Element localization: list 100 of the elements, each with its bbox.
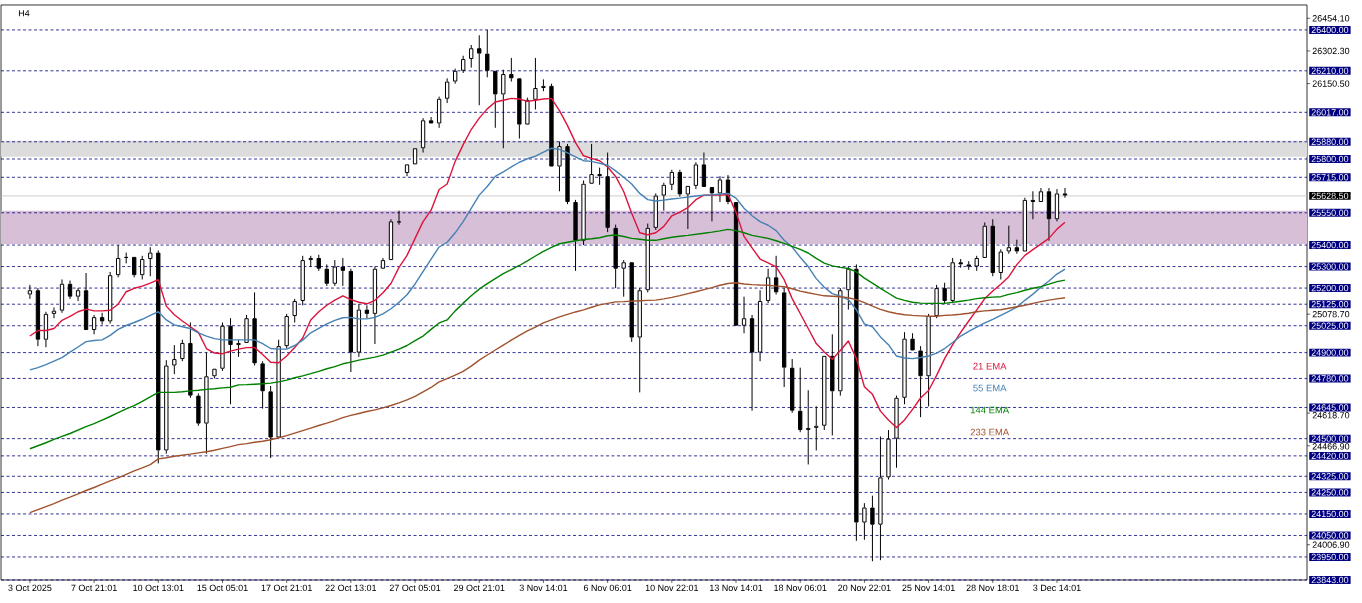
ref-line-label: 23843.00 — [1311, 576, 1349, 584]
chart-title: H4 — [18, 10, 30, 17]
ref-line-label: 24645.00 — [1311, 404, 1349, 411]
candlestick — [597, 167, 602, 186]
candlestick — [501, 69, 506, 149]
candlestick — [589, 143, 594, 184]
candlestick — [765, 268, 771, 304]
candlestick — [990, 218, 995, 277]
candlestick — [525, 97, 530, 125]
candlestick — [180, 339, 185, 362]
candlestick — [565, 143, 570, 205]
x-tick-label: 10 Oct 13:01 — [133, 584, 184, 592]
candlestick — [99, 312, 105, 326]
candlestick — [966, 260, 971, 271]
candlestick — [709, 186, 715, 222]
candlestick — [91, 314, 97, 335]
ref-line-label: 24150.00 — [1311, 510, 1349, 518]
candlestick — [444, 77, 450, 104]
candlestick — [637, 287, 642, 393]
candlestick — [814, 405, 819, 451]
candlestick — [557, 141, 562, 192]
x-tick-label: 3 Dec 14:01 — [1033, 584, 1081, 592]
candlestick — [436, 96, 442, 129]
candlestick — [196, 392, 201, 427]
candlestick — [677, 169, 683, 198]
candlestick — [485, 29, 490, 78]
ref-line-label: 25300.00 — [1311, 263, 1349, 270]
candlestick — [942, 282, 947, 304]
candlestick — [1006, 225, 1011, 255]
candlestick — [798, 367, 803, 433]
ref-line-label: 26400.00 — [1311, 26, 1349, 34]
candlestick — [573, 199, 578, 272]
ref-line-label: 24900.00 — [1311, 349, 1349, 356]
candlestick — [958, 258, 963, 269]
ref-line-label: 24420.00 — [1311, 452, 1349, 460]
candlestick — [902, 331, 907, 405]
y-tick-label: 24618.70 — [1312, 412, 1350, 419]
ref-line-label: 24250.00 — [1311, 489, 1349, 496]
candlestick — [420, 117, 426, 154]
candlestick — [1038, 187, 1044, 203]
ref-line-label: 25800.00 — [1311, 155, 1349, 163]
candlestick — [645, 223, 650, 293]
x-tick-label: 25 Nov 14:01 — [902, 584, 955, 592]
ref-line-label: 25125.00 — [1311, 301, 1349, 308]
candlestick — [380, 257, 386, 269]
candlestick — [300, 255, 305, 306]
candlestick — [132, 256, 137, 278]
text: 233 EMA — [970, 428, 1010, 436]
candlestick — [541, 78, 546, 92]
x-tick-label: 27 Oct 05:01 — [389, 584, 441, 592]
candlestick — [629, 262, 634, 343]
ref-line-label: 25550.00 — [1311, 209, 1349, 216]
y-tick-label: 24466.90 — [1312, 443, 1350, 450]
candlestick — [910, 332, 915, 351]
ref-line-label: 24780.00 — [1311, 375, 1349, 382]
candlestick — [461, 55, 466, 74]
candlestick — [886, 429, 891, 481]
x-tick-label: 3 Oct 2025 — [8, 584, 52, 592]
x-tick-label: 15 Oct 05:01 — [197, 584, 248, 592]
text: 144 EMA — [970, 406, 1010, 414]
candlestick — [998, 248, 1003, 280]
y-tick-label: 26454.10 — [1312, 15, 1350, 22]
x-tick-label: 6 Nov 06:01 — [583, 584, 632, 592]
candlestick — [1022, 197, 1028, 252]
candlestick — [1046, 187, 1052, 242]
candlestick — [806, 389, 811, 465]
x-tick-label: 10 Nov 22:01 — [645, 584, 699, 592]
ref-line-label: 24325.00 — [1311, 473, 1349, 480]
candlestick — [838, 287, 843, 397]
candlestick — [67, 280, 73, 300]
candlestick — [268, 385, 273, 459]
candlestick — [124, 252, 129, 264]
candlestick — [356, 303, 362, 358]
candlestick — [549, 83, 554, 167]
candlestick — [878, 436, 883, 561]
candlestick — [27, 284, 33, 300]
candlestick — [918, 345, 923, 418]
x-tick-label: 13 Nov 14:01 — [710, 584, 763, 592]
candlestick — [830, 333, 835, 436]
candlestick — [982, 221, 987, 258]
candlestick — [669, 169, 674, 191]
candlestick — [252, 291, 257, 367]
candlestick — [926, 313, 931, 407]
candlestick — [477, 34, 482, 106]
x-tick-label: 3 Nov 14:01 — [519, 584, 568, 592]
candlestick — [749, 314, 755, 412]
candlestick — [741, 296, 747, 334]
ref-line-label: 26210.00 — [1311, 67, 1349, 74]
candlestick — [1062, 187, 1068, 199]
candlestick — [653, 192, 658, 231]
candlestick — [308, 255, 313, 268]
candlestick — [228, 317, 233, 405]
x-tick-label: 28 Nov 18:01 — [966, 584, 1019, 592]
x-tick-label: 22 Oct 13:01 — [325, 584, 377, 592]
candlestick — [116, 244, 121, 278]
candlestick — [757, 289, 763, 362]
y-tick-label: 26302.30 — [1312, 47, 1350, 55]
candlestick — [862, 502, 867, 541]
x-tick-label: 17 Oct 21:01 — [261, 584, 312, 592]
ref-line-label: 25025.00 — [1311, 322, 1349, 329]
